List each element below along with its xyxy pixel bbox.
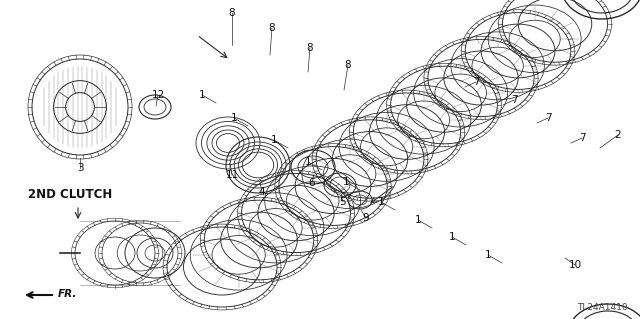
Text: 7: 7 <box>473 77 479 87</box>
Text: 3: 3 <box>77 163 83 173</box>
Text: 6: 6 <box>308 178 316 188</box>
Text: 8: 8 <box>269 23 275 33</box>
Text: 7: 7 <box>545 113 551 123</box>
Text: 7: 7 <box>579 133 586 143</box>
Text: TL24A1410: TL24A1410 <box>577 302 628 311</box>
Text: 1: 1 <box>198 90 205 100</box>
Text: FR.: FR. <box>58 289 77 299</box>
Text: 8: 8 <box>345 60 351 70</box>
Text: 1: 1 <box>484 250 492 260</box>
Text: 1: 1 <box>415 215 421 225</box>
Text: 1: 1 <box>305 157 311 167</box>
Text: 8: 8 <box>228 8 236 18</box>
Text: 2ND CLUTCH: 2ND CLUTCH <box>28 189 112 202</box>
Text: 1: 1 <box>342 177 349 187</box>
Text: 7: 7 <box>511 95 517 105</box>
Text: 1: 1 <box>230 113 237 123</box>
Text: 5: 5 <box>340 197 346 207</box>
Text: 10: 10 <box>568 260 582 270</box>
Text: 8: 8 <box>307 43 314 53</box>
Text: 2: 2 <box>614 130 621 140</box>
Text: 1: 1 <box>449 232 455 242</box>
Text: 1: 1 <box>378 197 384 207</box>
Text: 1: 1 <box>271 135 277 145</box>
Text: 9: 9 <box>363 213 369 223</box>
Text: 12: 12 <box>152 90 164 100</box>
Text: 11: 11 <box>225 170 239 180</box>
Text: 4: 4 <box>259 187 266 197</box>
